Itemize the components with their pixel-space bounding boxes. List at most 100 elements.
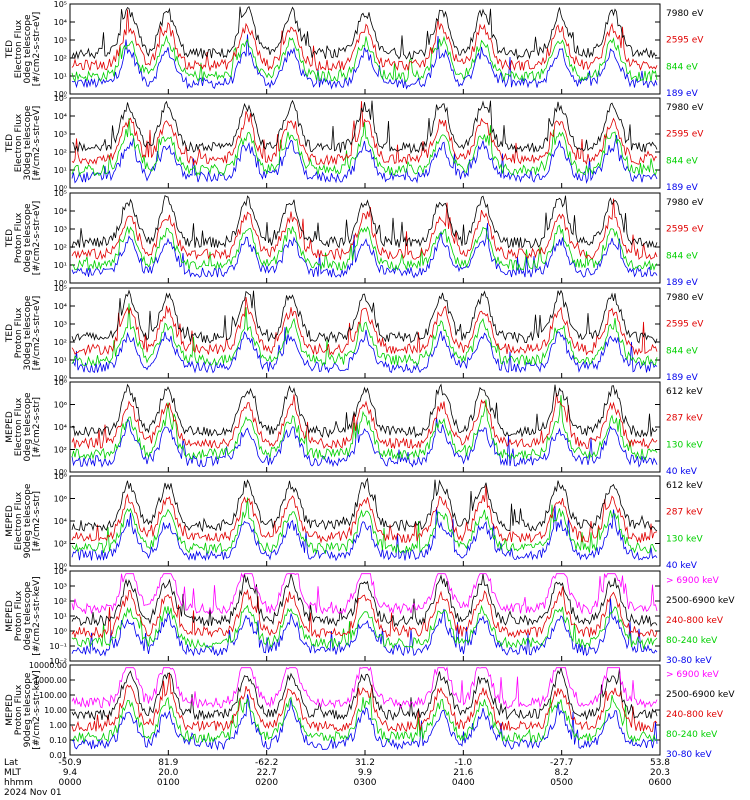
legend-entry: 844 eV — [666, 156, 699, 166]
y-axis-label: [#/cm2-s-str-eV] — [32, 106, 42, 181]
y-axis-label: 0deg telescope — [23, 392, 33, 462]
legend-entry: 2500-6900 keV — [666, 690, 735, 700]
y-tick-label: 10⁵ — [54, 189, 67, 198]
series-trace — [71, 289, 658, 344]
series-trace — [71, 666, 658, 709]
y-tick-label: 10⁴ — [54, 112, 67, 121]
y-tick-label: 10³ — [54, 225, 67, 234]
y-axis-label: Proton Flux — [14, 307, 24, 358]
y-tick-label: 10³ — [54, 130, 67, 139]
y-axis-label: 0deg telescope — [23, 581, 33, 651]
legend-entry: 287 keV — [666, 508, 703, 518]
legend-entry: 189 eV — [666, 278, 699, 288]
series-trace — [71, 303, 658, 367]
y-tick-label: 10¹ — [54, 166, 67, 175]
x-axis-row-label: MLT — [4, 768, 22, 778]
y-axis-label: 90deg telescope — [23, 483, 33, 558]
y-axis-label: [#/cm2-s-str] — [32, 397, 42, 457]
series-trace — [71, 383, 658, 439]
legend-entry: 612 keV — [666, 481, 703, 491]
legend-entry: 40 keV — [666, 561, 698, 571]
x-axis-tick-label: 0400 — [452, 778, 475, 788]
x-axis-tick-label: 9.4 — [63, 768, 78, 778]
legend-entry: 7980 eV — [666, 198, 704, 208]
panel-5: 10⁰ 10² 10⁴ 10⁶ 10⁸ MEPED Electron Flux 0deg te… — [5, 378, 703, 477]
y-tick-label: 10⁶ — [54, 401, 67, 410]
x-axis-tick-label: -62.2 — [255, 758, 278, 768]
y-axis-label: 0deg telescope — [23, 203, 33, 273]
legend-entry: 844 eV — [666, 62, 699, 72]
y-tick-label: 1.00 — [49, 721, 67, 730]
y-tick-label: 10⁴ — [54, 207, 67, 216]
legend-entry: 240-800 keV — [666, 710, 724, 720]
y-axis-label: 30deg telescope — [23, 105, 33, 180]
y-tick-label: 10⁵ — [54, 284, 67, 293]
legend-entry: 40 keV — [666, 467, 698, 477]
x-axis-tick-label: -1.0 — [455, 758, 473, 768]
series-trace — [71, 416, 658, 468]
x-axis-row-label: hhmm — [4, 778, 33, 788]
y-axis-label: Proton Flux — [14, 212, 24, 263]
series-trace — [71, 395, 658, 461]
y-axis-label: Proton Flux — [14, 684, 24, 735]
x-axis-tick-label: 53.8 — [650, 758, 670, 768]
legend-entry: 7980 eV — [666, 103, 704, 113]
y-axis-label: Proton Flux — [14, 590, 24, 641]
series-trace — [71, 296, 658, 356]
series-trace — [71, 9, 658, 72]
y-tick-label: 10¹ — [54, 261, 67, 270]
x-axis-date: 2024 Nov 01 — [4, 788, 62, 798]
panel-frame — [69, 475, 661, 567]
y-axis-label: MEPED — [5, 505, 15, 537]
x-axis-tick-label: 9.9 — [358, 768, 373, 778]
y-axis-label: MEPED — [5, 600, 15, 632]
series-trace — [71, 505, 658, 562]
y-tick-label: 10⁰ — [54, 627, 67, 636]
y-tick-label: 10² — [54, 148, 67, 157]
y-tick-label: 0.01 — [49, 751, 67, 760]
y-tick-label: 10⁸ — [54, 472, 67, 481]
y-axis-label: 0deg telescope — [23, 14, 33, 84]
y-tick-label: 10⁰ — [54, 468, 67, 477]
series-trace — [71, 393, 658, 450]
series-trace — [71, 117, 658, 177]
y-tick-label: 10⁵ — [54, 0, 67, 9]
series-trace — [71, 223, 658, 279]
y-axis-label: MEPED — [5, 411, 15, 443]
panel-8: 0.01 0.10 1.00 10.00 100.00 1000.00 10000.00 ME… — [5, 661, 735, 760]
y-tick-label: 10⁴ — [54, 302, 67, 311]
y-axis-label: TED — [5, 324, 15, 343]
panel-7: 10⁻² 10⁻¹ 10⁰ 10¹ 10² 10³ 10⁴ MEPED Proton Flux 0… — [5, 567, 735, 666]
y-axis-label: [#/cm2-s-str-keV] — [32, 670, 42, 749]
x-axis-tick-label: 31.2 — [355, 758, 375, 768]
y-axis-label: [#/cm2-s-str-keV] — [32, 576, 42, 655]
series-trace — [71, 477, 658, 533]
legend-entry: 287 keV — [666, 414, 703, 424]
legend-entry: 189 eV — [666, 373, 699, 383]
legend-entry: > 6900 keV — [666, 670, 720, 680]
series-trace — [71, 604, 658, 650]
legend-entry: 240-800 keV — [666, 616, 724, 626]
panel-2: 10⁰ 10¹ 10² 10³ 10⁴ 10⁵ TED Electron Flux 30deg … — [5, 94, 704, 193]
legend-entry: 30-80 keV — [666, 750, 712, 760]
series-trace — [71, 693, 658, 743]
legend-entry: 844 eV — [666, 251, 699, 261]
y-axis-label: 90deg telescope — [23, 672, 33, 747]
y-axis-label: [#/cm2-s-str-eV] — [32, 296, 42, 371]
y-tick-label: 10⁴ — [54, 18, 67, 27]
legend-entry: 80-240 keV — [666, 730, 718, 740]
y-tick-label: 100.00 — [39, 691, 67, 700]
x-axis-tick-label: 0100 — [157, 778, 180, 788]
series-trace — [71, 586, 658, 639]
x-axis-tick-label: 20.3 — [650, 768, 670, 778]
y-tick-label: 10⁰ — [54, 279, 67, 288]
y-tick-label: 10⁶ — [54, 495, 67, 504]
series-trace — [71, 672, 658, 733]
legend-entry: 30-80 keV — [666, 656, 712, 666]
series-trace — [71, 99, 658, 155]
series-trace — [71, 135, 658, 185]
legend-entry: 189 eV — [666, 183, 699, 193]
y-tick-label: 10² — [54, 338, 67, 347]
panel-3: 10⁰ 10¹ 10² 10³ 10⁴ 10⁵ TED Proton Flux 0deg tel… — [5, 189, 704, 288]
y-tick-label: 0.10 — [49, 736, 67, 745]
